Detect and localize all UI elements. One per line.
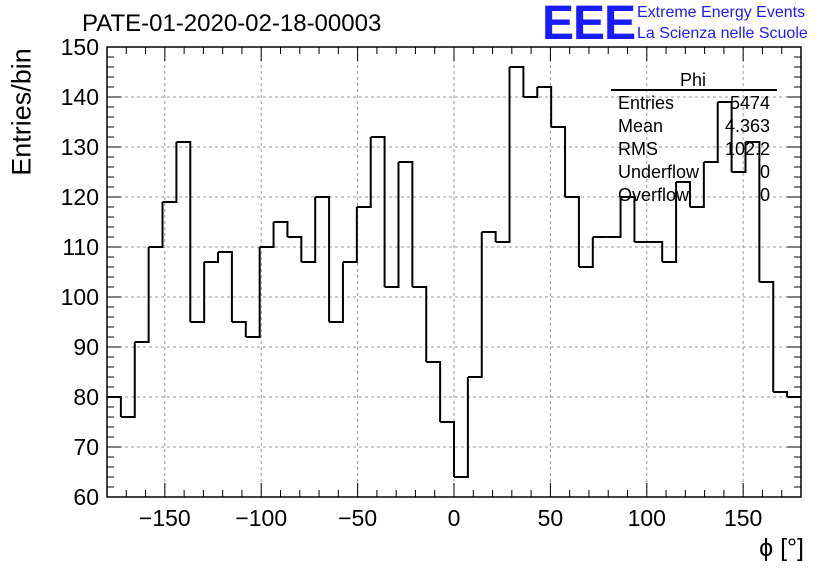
stat-name-mean: Mean xyxy=(618,116,664,136)
histogram-bin xyxy=(731,142,747,173)
stat-name-overflow: Overflow xyxy=(618,185,690,205)
histogram-bin xyxy=(370,136,386,287)
y-tick-label: 90 xyxy=(73,334,99,360)
stats-box-separator xyxy=(611,89,777,91)
x-tick-label: 0 xyxy=(448,505,461,531)
histogram-bin xyxy=(426,361,442,422)
histogram-bin xyxy=(454,377,469,478)
histogram-bin xyxy=(481,231,497,242)
histogram-bin xyxy=(662,182,678,263)
x-tick-label: 150 xyxy=(724,505,762,531)
histogram-bin xyxy=(759,281,775,392)
y-tick-label: 60 xyxy=(73,484,99,510)
histogram-bin xyxy=(578,237,594,268)
histogram-bin xyxy=(606,197,622,238)
y-axis-label: Entries/bin xyxy=(6,48,37,176)
histogram-bin xyxy=(245,247,261,338)
histogram-bin xyxy=(356,137,372,208)
stat-value-rms: 102.2 xyxy=(724,139,770,159)
histogram-bin xyxy=(287,236,303,262)
y-tick-label: 120 xyxy=(61,184,99,210)
x-tick-label: 50 xyxy=(538,505,564,531)
stat-name-rms: RMS xyxy=(618,139,658,159)
histogram-bin xyxy=(176,141,192,322)
y-tick-label: 130 xyxy=(61,134,99,160)
stat-name-entries: Entries xyxy=(618,93,675,113)
logo-text-line1: Extreme Energy Events xyxy=(637,4,806,21)
stats-box-title: Phi xyxy=(680,70,707,90)
histogram-bin xyxy=(648,241,664,262)
stat-value-entries: 5474 xyxy=(729,93,770,113)
eee-logo: EEE xyxy=(542,0,636,50)
histogram-bin xyxy=(703,102,719,163)
histogram-bin xyxy=(384,162,400,288)
histogram-bin xyxy=(231,321,247,337)
histogram-bin xyxy=(509,66,525,97)
y-tick-label: 110 xyxy=(62,234,99,260)
x-tick-label: −50 xyxy=(338,505,377,531)
stat-value-mean: 4.363 xyxy=(724,116,770,136)
x-axis-label: ϕ [°] xyxy=(759,534,804,562)
stat-name-underflow: Underflow xyxy=(618,162,700,182)
histogram-bin xyxy=(273,221,289,237)
histogram-bin xyxy=(412,286,428,362)
histogram-bin xyxy=(565,196,580,267)
histogram-bin xyxy=(620,196,636,242)
tick-labels: −150 −100 −50 0 50 100 150 60 70 80 90 100 110 120 130… xyxy=(61,34,763,531)
stat-value-underflow: 0 xyxy=(759,162,770,182)
histogram-bin xyxy=(440,421,455,477)
chart-title: PATE-01-2020-02-18-00003 xyxy=(82,10,382,37)
histogram-bin xyxy=(162,142,178,203)
histogram-bin xyxy=(773,391,789,397)
x-tick-label: −100 xyxy=(235,505,287,531)
histogram-bin xyxy=(467,232,483,378)
histogram-bin xyxy=(676,181,691,207)
histogram-bin xyxy=(689,162,705,208)
histogram-bin xyxy=(148,202,164,248)
histogram-bin xyxy=(134,247,150,343)
y-tick-label: 70 xyxy=(73,434,99,460)
histogram-bin xyxy=(342,207,358,263)
y-tick-label: 140 xyxy=(61,84,99,110)
histogram-bin xyxy=(523,87,539,98)
histogram-bin xyxy=(495,67,511,243)
histogram-bin xyxy=(204,252,220,263)
y-tick-label: 80 xyxy=(73,384,99,410)
histogram-bin xyxy=(551,126,567,197)
histogram-bin xyxy=(745,141,761,282)
axis-ticks xyxy=(106,46,802,498)
histogram-bin xyxy=(120,342,136,418)
stat-value-overflow: 0 xyxy=(759,185,770,205)
x-tick-label: −150 xyxy=(139,505,191,531)
histogram-bin xyxy=(190,262,206,323)
histogram-bin xyxy=(315,196,331,322)
histogram-bin xyxy=(218,251,233,322)
histogram-bin xyxy=(329,262,344,323)
y-tick-label: 150 xyxy=(61,34,99,60)
histogram-bin xyxy=(259,222,275,248)
histogram-bin xyxy=(537,86,553,127)
histogram-bin xyxy=(301,197,317,263)
x-tick-label: 100 xyxy=(628,505,666,531)
histogram-bin xyxy=(717,101,733,172)
logo-text-line2: La Scienza nelle Scuole xyxy=(637,25,808,42)
y-tick-label: 100 xyxy=(61,284,99,310)
histogram-bin xyxy=(398,161,414,287)
